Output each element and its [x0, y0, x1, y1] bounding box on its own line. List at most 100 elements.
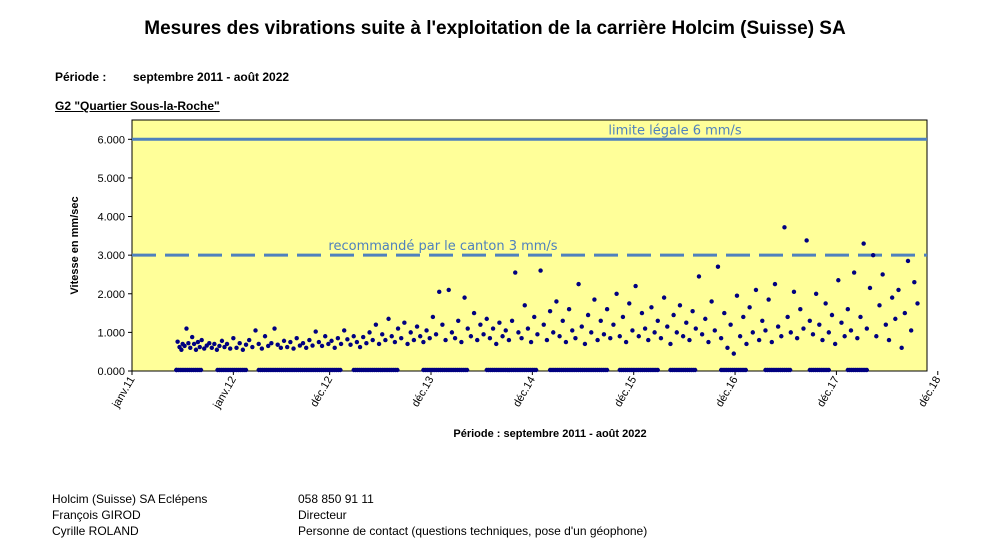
y-axis: 0.000 1.000 2.000 3.000 4.000 5.000 6.000 [97, 134, 132, 378]
data-point [813, 291, 819, 296]
data-point [383, 337, 388, 343]
data-point [329, 338, 334, 344]
data-point [541, 322, 546, 327]
data-point [706, 339, 711, 345]
data-point [722, 310, 727, 316]
data-point [408, 330, 413, 335]
data-point [867, 285, 873, 291]
data-point [658, 335, 664, 341]
data-point [760, 318, 765, 323]
data-point [304, 345, 309, 351]
data-point [829, 312, 835, 318]
data-point [195, 339, 201, 345]
data-point-zero [464, 367, 470, 373]
data-point [810, 332, 816, 337]
data-point [775, 324, 781, 329]
data-point [554, 299, 559, 304]
data-point [915, 301, 920, 306]
data-point [791, 289, 797, 295]
data-point [677, 303, 683, 308]
data-point [655, 318, 660, 323]
data-point [766, 297, 771, 302]
data-point [728, 322, 733, 327]
data-point [823, 301, 828, 306]
data-point-zero [655, 367, 660, 373]
data-point [471, 310, 477, 316]
data-point [443, 337, 448, 343]
data-point [278, 345, 284, 351]
x-axis: janv.11 janv.12 déc.12 déc.13 déc.14 déc.15 dé… [110, 371, 943, 411]
data-point [509, 318, 515, 323]
data-point [259, 346, 265, 351]
data-point [522, 303, 527, 308]
data-point [614, 291, 619, 296]
data-point [744, 341, 749, 347]
data-point [690, 308, 695, 314]
data-point [579, 324, 584, 329]
data-point [182, 343, 187, 349]
reference-line-label: limite légale 6 mm/s [608, 123, 741, 138]
data-point [665, 324, 670, 329]
data-point-zero [826, 367, 832, 373]
data-point [880, 272, 885, 277]
data-point [338, 341, 344, 347]
data-point [573, 335, 578, 341]
data-point [886, 337, 892, 343]
data-point [712, 328, 717, 333]
data-points [174, 225, 920, 373]
data-point [310, 343, 315, 348]
data-point [661, 295, 667, 300]
data-point [449, 330, 455, 335]
data-point [693, 326, 698, 331]
data-point [516, 330, 521, 335]
data-point [197, 344, 202, 350]
data-point [376, 341, 382, 347]
data-point [462, 295, 467, 300]
data-point [715, 264, 721, 269]
data-point [687, 337, 692, 343]
data-point [386, 316, 391, 322]
data-point [889, 295, 895, 300]
data-point [826, 330, 832, 335]
data-point [592, 297, 597, 302]
data-point [207, 340, 212, 346]
footer-contacts: Holcim (Suisse) SA Eclépens François GIR… [52, 491, 207, 539]
data-point [414, 324, 420, 329]
data-point-zero [864, 367, 870, 373]
data-point [576, 281, 581, 287]
data-point [528, 339, 534, 345]
data-point [566, 307, 572, 312]
data-point [345, 337, 350, 342]
data-point [402, 320, 407, 325]
data-point [243, 342, 249, 347]
data-point [297, 343, 303, 348]
data-point [487, 335, 493, 341]
x-tick-label: déc.18 [916, 375, 943, 410]
data-point [234, 345, 239, 351]
data-point [582, 341, 588, 347]
data-point [899, 345, 904, 351]
data-point [250, 344, 255, 350]
data-point [699, 332, 705, 337]
data-point [908, 328, 914, 333]
data-point [395, 326, 401, 331]
data-point [231, 335, 236, 341]
data-point [718, 335, 724, 341]
data-point [858, 314, 863, 320]
data-point [547, 308, 553, 314]
data-point [313, 329, 318, 334]
data-point [801, 326, 806, 331]
data-point [500, 334, 505, 339]
data-point [674, 330, 679, 335]
reference-line-label: recommandé par le canton 3 mm/s [328, 239, 557, 254]
data-point-zero [787, 367, 793, 373]
data-point [424, 328, 429, 333]
y-tick-label: 6.000 [97, 134, 125, 146]
data-point [188, 345, 193, 351]
person-roland: Cyrille ROLAND [52, 524, 139, 538]
y-axis-label: Vitesse en mm/sec [69, 196, 81, 294]
data-point [275, 342, 280, 347]
data-point [627, 301, 632, 306]
data-point [525, 326, 531, 331]
data-point [430, 314, 436, 320]
